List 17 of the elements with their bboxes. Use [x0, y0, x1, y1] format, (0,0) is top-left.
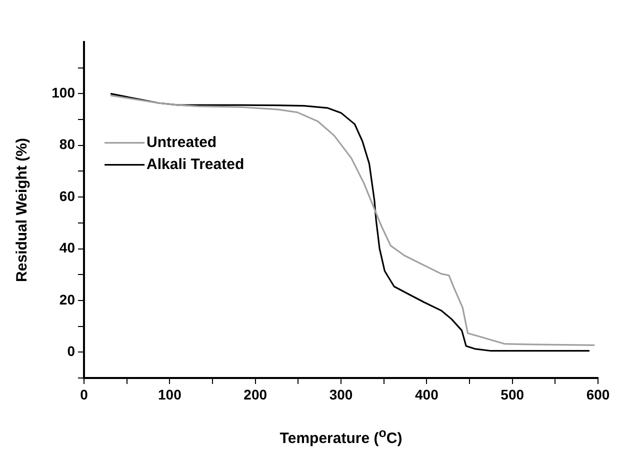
y-tick-label: 80: [59, 136, 76, 152]
legend-label: Untreated: [146, 134, 217, 151]
y-tick-label: 100: [52, 84, 76, 101]
y-tick-label: 40: [59, 240, 76, 256]
x-tick-label: 0: [80, 386, 88, 402]
x-axis-title: Temperature ($^{o}$C): [280, 426, 402, 447]
x-tick-label: 500: [500, 386, 524, 402]
x-tick-label: 400: [414, 386, 439, 402]
y-tick-label: 60: [59, 188, 76, 204]
legend-label: Alkali Treated: [146, 156, 244, 173]
x-tick-label: 100: [158, 386, 182, 402]
x-tick-label: 300: [329, 386, 353, 402]
x-tick-label: 200: [244, 386, 268, 402]
x-tick-label: 600: [586, 386, 610, 402]
y-tick-label: 0: [67, 343, 76, 360]
y-axis-title: Residual Weight (%): [14, 138, 30, 282]
y-tick-label: 20: [59, 291, 76, 308]
